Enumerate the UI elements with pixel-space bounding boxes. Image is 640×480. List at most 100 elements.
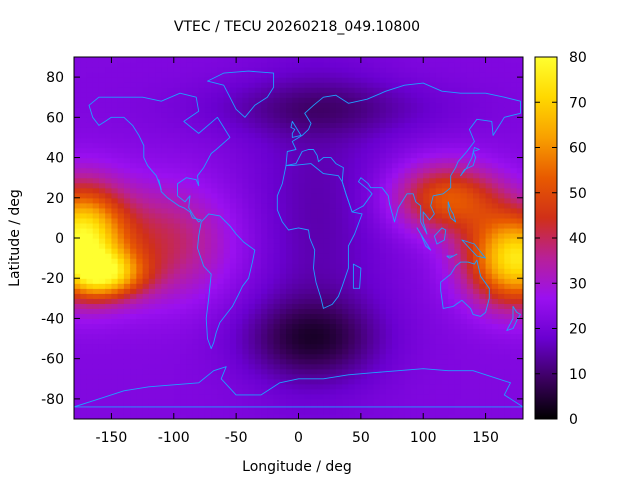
heatmap-cell bbox=[416, 243, 424, 249]
heatmap-cell bbox=[229, 62, 237, 68]
heatmap-cell bbox=[167, 232, 175, 239]
heatmap-cell bbox=[441, 87, 449, 93]
heatmap-cell bbox=[298, 82, 306, 88]
heatmap-cell bbox=[416, 238, 424, 244]
heatmap-cell bbox=[80, 177, 88, 184]
heatmap-cell bbox=[460, 67, 468, 73]
heatmap-cell bbox=[223, 147, 231, 154]
heatmap-cell bbox=[74, 413, 81, 419]
heatmap-cell bbox=[105, 293, 113, 299]
heatmap-cell bbox=[435, 333, 443, 340]
heatmap-cell bbox=[292, 212, 300, 219]
heatmap-cell bbox=[466, 388, 474, 395]
heatmap-cell bbox=[354, 328, 362, 335]
heatmap-cell bbox=[348, 413, 356, 419]
heatmap-cell bbox=[229, 383, 237, 390]
heatmap-cell bbox=[342, 157, 349, 164]
heatmap-cell bbox=[279, 77, 287, 83]
heatmap-cell bbox=[267, 212, 275, 219]
heatmap-cell bbox=[167, 182, 175, 189]
heatmap-cell bbox=[473, 268, 480, 274]
heatmap-cell bbox=[180, 192, 187, 199]
heatmap-cell bbox=[379, 127, 387, 134]
heatmap-cell bbox=[454, 147, 462, 154]
heatmap-cell bbox=[466, 197, 474, 204]
heatmap-cell bbox=[392, 107, 399, 113]
heatmap-cell bbox=[379, 112, 387, 118]
heatmap-cell bbox=[404, 207, 412, 214]
heatmap-cell bbox=[186, 167, 194, 174]
heatmap-cell bbox=[367, 187, 374, 194]
heatmap-cell bbox=[229, 278, 237, 284]
heatmap-cell bbox=[236, 217, 243, 224]
heatmap-cell bbox=[342, 82, 349, 88]
heatmap-cell bbox=[473, 232, 480, 239]
heatmap-cell bbox=[286, 107, 293, 113]
heatmap-cell bbox=[198, 333, 206, 340]
heatmap-cell bbox=[155, 192, 162, 199]
heatmap-cell bbox=[323, 142, 331, 149]
heatmap-cell bbox=[161, 167, 169, 174]
heatmap-cell bbox=[354, 308, 362, 315]
heatmap-cell bbox=[304, 343, 312, 350]
heatmap-cell bbox=[180, 137, 187, 144]
heatmap-cell bbox=[335, 248, 343, 254]
heatmap-cell bbox=[342, 177, 349, 184]
heatmap-cell bbox=[180, 243, 187, 249]
heatmap-cell bbox=[261, 182, 268, 189]
heatmap-cell bbox=[279, 258, 287, 264]
heatmap-cell bbox=[223, 383, 231, 390]
heatmap-cell bbox=[254, 197, 262, 204]
heatmap-cell bbox=[111, 323, 119, 330]
heatmap-cell bbox=[329, 303, 337, 309]
heatmap-cell bbox=[392, 177, 399, 184]
heatmap-cell bbox=[360, 238, 368, 244]
heatmap-cell bbox=[304, 293, 312, 299]
heatmap-cell bbox=[429, 87, 437, 93]
heatmap-cell bbox=[473, 137, 480, 144]
heatmap-cell bbox=[435, 212, 443, 219]
heatmap-cell bbox=[473, 162, 480, 169]
heatmap-cell bbox=[485, 338, 493, 345]
heatmap-cell bbox=[348, 398, 356, 405]
heatmap-cell bbox=[379, 293, 387, 299]
heatmap-cell bbox=[130, 212, 137, 219]
heatmap-cell bbox=[123, 187, 131, 194]
heatmap-cell bbox=[261, 253, 268, 259]
heatmap-cell bbox=[192, 152, 200, 159]
heatmap-cell bbox=[80, 127, 88, 134]
heatmap-cell bbox=[360, 313, 368, 320]
heatmap-cell bbox=[261, 343, 268, 350]
heatmap-cell bbox=[416, 122, 424, 128]
heatmap-cell bbox=[148, 238, 156, 244]
heatmap-cell bbox=[354, 162, 362, 169]
heatmap-cell bbox=[423, 318, 431, 325]
heatmap-cell bbox=[317, 77, 325, 83]
heatmap-cell bbox=[498, 127, 505, 134]
heatmap-cell bbox=[74, 222, 81, 229]
heatmap-cell bbox=[404, 227, 412, 234]
heatmap-cell bbox=[254, 293, 262, 299]
heatmap-cell bbox=[273, 303, 281, 309]
heatmap-cell bbox=[80, 393, 88, 400]
heatmap-cell bbox=[317, 288, 325, 294]
heatmap-cell bbox=[123, 167, 131, 174]
heatmap-cell bbox=[92, 112, 100, 118]
heatmap-cell bbox=[211, 162, 219, 169]
heatmap-cell bbox=[460, 368, 468, 375]
heatmap-cell bbox=[367, 263, 374, 269]
heatmap-cell bbox=[385, 172, 393, 179]
heatmap-cell bbox=[204, 97, 212, 103]
heatmap-cell bbox=[217, 147, 225, 154]
heatmap-cell bbox=[130, 227, 137, 234]
heatmap-cell bbox=[398, 62, 406, 68]
heatmap-cell bbox=[123, 232, 131, 239]
heatmap-cell bbox=[416, 187, 424, 194]
heatmap-cell bbox=[504, 373, 512, 380]
heatmap-cell bbox=[211, 62, 219, 68]
heatmap-cell bbox=[180, 253, 187, 259]
heatmap-cell bbox=[117, 373, 125, 380]
heatmap-cell bbox=[173, 248, 181, 254]
heatmap-cell bbox=[385, 112, 393, 118]
heatmap-cell bbox=[74, 187, 81, 194]
